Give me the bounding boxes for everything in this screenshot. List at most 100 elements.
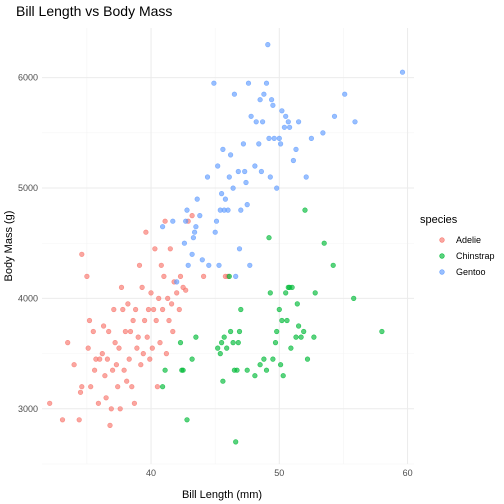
point-adelie [169,301,175,307]
point-adelie [79,384,85,390]
x-tick-label: 60 [403,468,413,478]
point-chinstrap [321,240,327,246]
point-chinstrap [330,262,336,268]
point-gentoo [160,224,166,230]
point-chinstrap [311,334,317,340]
point-adelie [167,246,173,252]
point-gentoo [185,262,191,268]
point-chinstrap [180,367,186,373]
point-adelie [148,290,154,296]
point-gentoo [257,97,263,103]
point-gentoo [260,119,266,125]
point-chinstrap [220,378,226,384]
point-gentoo [261,91,267,97]
point-adelie [130,317,136,324]
point-adelie [121,367,127,373]
point-adelie [154,384,160,390]
point-adelie [88,384,94,390]
legend-label-adelie: Adelie [456,235,481,245]
point-gentoo [331,113,338,119]
point-adelie [115,384,121,390]
point-chinstrap [279,317,285,324]
point-gentoo [248,113,254,119]
point-adelie [77,389,84,395]
point-gentoo [225,207,231,213]
point-adelie [156,295,162,302]
point-gentoo [308,135,315,141]
point-gentoo [211,80,217,86]
point-adelie [97,356,103,362]
y-tick-label: 5000 [18,183,38,193]
point-gentoo [244,202,250,208]
point-gentoo [342,91,348,97]
point-gentoo [230,185,236,191]
x-axis-title: Bill Length (mm) [182,489,262,501]
point-adelie [103,395,109,401]
point-adelie [112,340,118,346]
point-chinstrap [160,384,166,390]
point-adelie [47,400,53,406]
gridlines [42,28,414,465]
point-chinstrap [244,367,250,373]
point-chinstrap [296,323,302,329]
point-gentoo [266,135,272,141]
point-chinstrap [228,328,234,335]
point-chinstrap [257,362,263,368]
point-chinstrap [235,340,241,346]
point-adelie [125,301,131,307]
point-gentoo [194,196,200,202]
point-chinstrap [288,345,294,351]
point-gentoo [184,207,190,213]
point-adelie [122,328,128,335]
point-gentoo [215,163,221,169]
point-adelie [161,273,167,280]
point-chinstrap [224,345,230,351]
point-chinstrap [302,207,308,213]
point-chinstrap [162,367,168,373]
legend-label-chinstrap: Chinstrap [456,251,495,261]
point-chinstrap [284,317,290,324]
legend-key-adelie [439,237,445,243]
point-gentoo [174,279,180,285]
point-adelie [95,400,101,406]
legend-key-gentoo [439,269,445,275]
point-adelie [127,328,134,335]
point-adelie [176,306,182,313]
point-chinstrap [233,439,239,445]
point-gentoo [243,179,249,186]
point-adelie [160,306,166,313]
point-chinstrap [294,301,300,307]
point-adelie [129,384,135,390]
point-chinstrap [184,417,190,423]
y-tick-label: 3000 [18,404,38,414]
point-adelie [120,306,126,313]
point-adelie [133,306,139,313]
point-adelie [135,334,141,340]
point-chinstrap [234,367,240,373]
point-adelie [100,323,107,329]
point-adelie [85,345,91,351]
point-gentoo [220,146,226,152]
point-adelie [102,373,108,379]
point-gentoo [170,218,176,224]
point-gentoo [226,174,232,180]
point-chinstrap [276,306,282,313]
point-chinstrap [272,340,279,346]
point-chinstrap [293,334,299,340]
point-gentoo [293,146,299,152]
point-gentoo [352,119,358,125]
point-gentoo [265,41,271,48]
point-adelie [201,273,207,280]
point-adelie [163,351,169,357]
point-gentoo [290,157,297,164]
point-gentoo [245,80,252,86]
point-gentoo [213,218,220,224]
point-chinstrap [189,356,195,362]
point-adelie [149,345,155,351]
point-gentoo [287,124,293,130]
legend-label-gentoo: Gentoo [456,267,486,277]
point-chinstrap [263,367,270,373]
point-gentoo [270,102,276,108]
point-adelie [158,262,164,268]
point-adelie [174,290,180,296]
